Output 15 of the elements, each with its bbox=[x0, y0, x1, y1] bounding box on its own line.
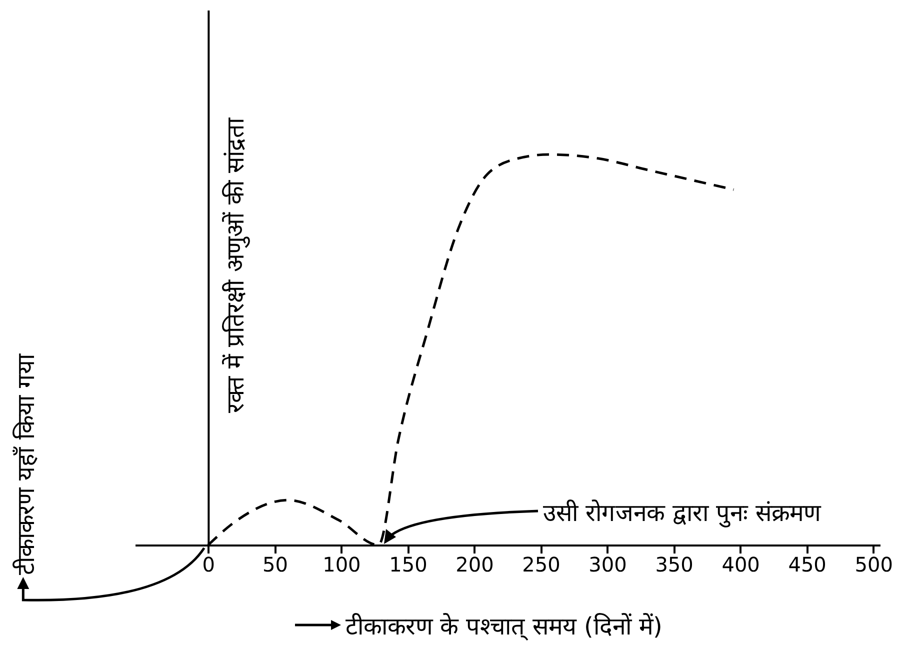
x-tick-label: 150 bbox=[389, 552, 428, 576]
annotation: उसी रोगजनक द्वारा पुनः संक्रमण bbox=[543, 498, 821, 528]
x-tick-label: 200 bbox=[456, 552, 494, 576]
annotation: टीकाकरण यहाँ किया गया bbox=[11, 354, 42, 575]
x-tick-label: 400 bbox=[722, 552, 760, 576]
x-tick-label: 350 bbox=[655, 552, 694, 576]
x-tick-label: 500 bbox=[854, 552, 893, 576]
x-tick-label: 450 bbox=[788, 552, 826, 576]
x-tick-label: 100 bbox=[322, 552, 361, 576]
x-tick-label: 250 bbox=[522, 552, 560, 576]
x-tick-label: 300 bbox=[588, 552, 627, 576]
y-axis-title: रक्त में प्रतिरक्षी अणुओं की सांद्रता bbox=[222, 116, 251, 414]
x-tick-label: 50 bbox=[262, 552, 288, 576]
x-tick-label: 0 bbox=[202, 552, 216, 576]
x-axis-title: टीकाकरण के पश्चात् समय (दिनों में) bbox=[346, 612, 662, 642]
